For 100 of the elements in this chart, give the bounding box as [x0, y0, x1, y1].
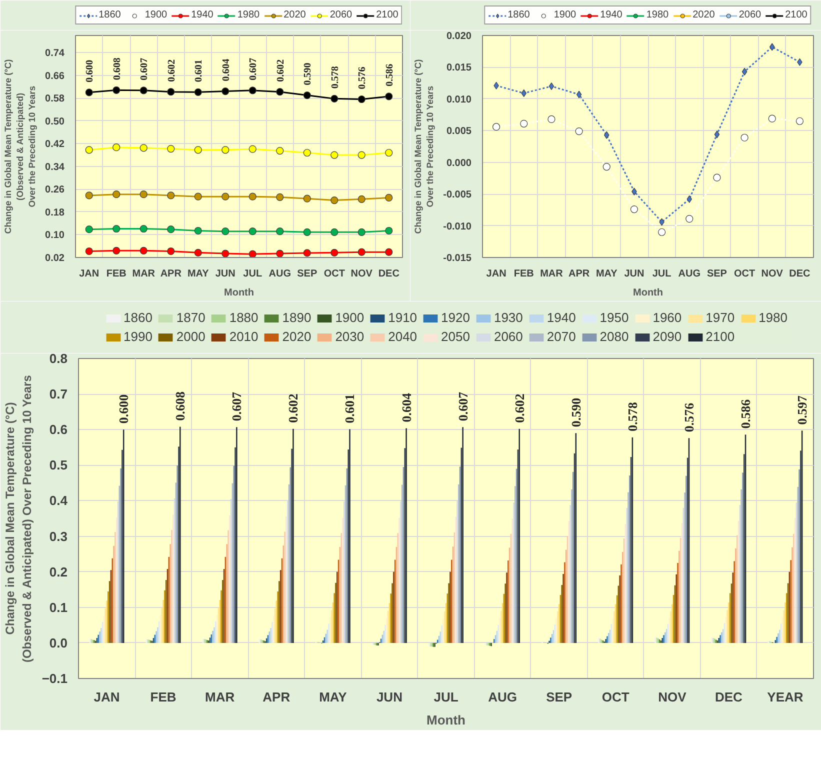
x-tick-label: NOV — [658, 690, 687, 704]
point — [276, 146, 284, 155]
y-tick-label: 0.58 — [45, 94, 65, 105]
x-tick-label: MAR — [540, 268, 564, 280]
y-tick-label: 0.34 — [45, 162, 65, 173]
legend-label: 1970 — [706, 310, 735, 325]
point — [140, 144, 148, 152]
data-label: 0.578 — [624, 402, 640, 432]
x-tick-label: NOV — [761, 268, 784, 280]
y-tick-label: 0.10 — [45, 230, 65, 242]
point — [85, 226, 93, 234]
point — [140, 246, 148, 254]
point — [222, 87, 230, 96]
point — [358, 95, 366, 104]
x-tick-label: APR — [160, 268, 182, 280]
legend-label: 1860 — [508, 10, 530, 20]
point — [330, 196, 338, 204]
legend-label: 1930 — [494, 310, 523, 325]
data-label: 0.607 — [455, 391, 470, 422]
data-label: 0.607 — [229, 391, 244, 422]
x-tick-label: MAY — [596, 268, 618, 280]
point — [520, 120, 528, 128]
point — [630, 206, 638, 214]
data-label: 0.602 — [166, 59, 178, 82]
legend-label: 1880 — [229, 310, 258, 325]
point — [358, 151, 366, 159]
data-label: 0.602 — [286, 394, 301, 423]
legend-label: 2100 — [376, 10, 398, 20]
y-tick-label: 0.5 — [49, 458, 68, 473]
point — [167, 192, 175, 200]
legend-label: 2080 — [600, 329, 629, 344]
legend-label: 2020 — [692, 10, 715, 20]
point — [112, 224, 120, 233]
y-tick-label: 0.74 — [45, 48, 65, 60]
point — [194, 248, 202, 256]
point — [740, 134, 748, 142]
legend-label: 1980 — [758, 310, 788, 325]
legend-label: 1920 — [441, 310, 470, 325]
legend-label: 2100 — [785, 10, 808, 20]
point — [330, 94, 338, 102]
point — [548, 82, 554, 90]
data-label: 0.586 — [738, 398, 754, 429]
y-tick-label: 0.8 — [49, 351, 68, 366]
x-tick-label: DEC — [714, 690, 744, 704]
point — [385, 194, 393, 202]
y-tick-label: 0.7 — [49, 386, 68, 402]
y-tick-label: 0.0 — [49, 635, 68, 650]
point — [303, 194, 311, 202]
point — [604, 131, 610, 139]
point — [276, 228, 284, 236]
point — [140, 224, 148, 233]
x-tick-label: MAY — [187, 268, 210, 280]
x-tick-label: AUG — [678, 268, 701, 280]
y-tick-label: 0.000 — [446, 158, 472, 169]
x-tick-label: JAN — [94, 690, 120, 704]
x-tick-label: JUN — [624, 268, 644, 280]
legend-label: 2040 — [388, 329, 418, 344]
data-label: 0.607 — [248, 58, 260, 80]
x-tick-label: AUG — [268, 268, 292, 280]
point — [112, 246, 120, 254]
point — [248, 250, 256, 258]
x-tick-label: SEP — [546, 690, 572, 704]
x-tick-label: NOV — [350, 268, 373, 280]
point — [548, 115, 556, 124]
y-tick-label: 0.1 — [49, 600, 68, 615]
point — [194, 146, 202, 154]
y-tick-label: 0.005 — [446, 126, 472, 138]
y-tick-label: 0.42 — [45, 139, 65, 150]
data-label: 0.590 — [302, 62, 314, 86]
point — [576, 90, 582, 98]
data-label: 0.608 — [112, 58, 123, 80]
y-tick-label: −0.1 — [42, 671, 68, 686]
data-label: 0.600 — [84, 60, 96, 82]
x-tick-label: SEP — [706, 268, 728, 280]
y-tick-label: 0.020 — [446, 31, 472, 42]
x-tick-label: DEC — [378, 268, 400, 280]
point — [742, 68, 748, 76]
x-axis-title: Month — [224, 288, 254, 298]
point — [194, 192, 202, 200]
legend-label: 1950 — [600, 310, 629, 325]
legend-label: 1870 — [176, 310, 206, 325]
point — [222, 250, 230, 258]
point — [521, 89, 527, 98]
point — [276, 88, 284, 96]
legend-label: 1960 — [652, 310, 682, 325]
y-tick-label: 0.02 — [45, 253, 65, 264]
data-label: 0.576 — [357, 66, 368, 90]
legend-label: 1860 — [124, 310, 152, 325]
point — [276, 193, 284, 201]
point — [768, 114, 776, 122]
point — [276, 250, 284, 258]
point — [492, 123, 500, 131]
point — [222, 192, 230, 200]
y-axis-title: Change in Global Mean Temperature (°C) (Observed & Anticipated) Over Preceding 10 Years — [3, 374, 34, 663]
point — [658, 228, 666, 236]
x-tick-label: AUG — [488, 690, 517, 704]
point — [330, 151, 338, 159]
y-tick-label: 0.010 — [446, 94, 472, 106]
point — [358, 228, 366, 236]
data-label: 0.604 — [398, 392, 414, 422]
